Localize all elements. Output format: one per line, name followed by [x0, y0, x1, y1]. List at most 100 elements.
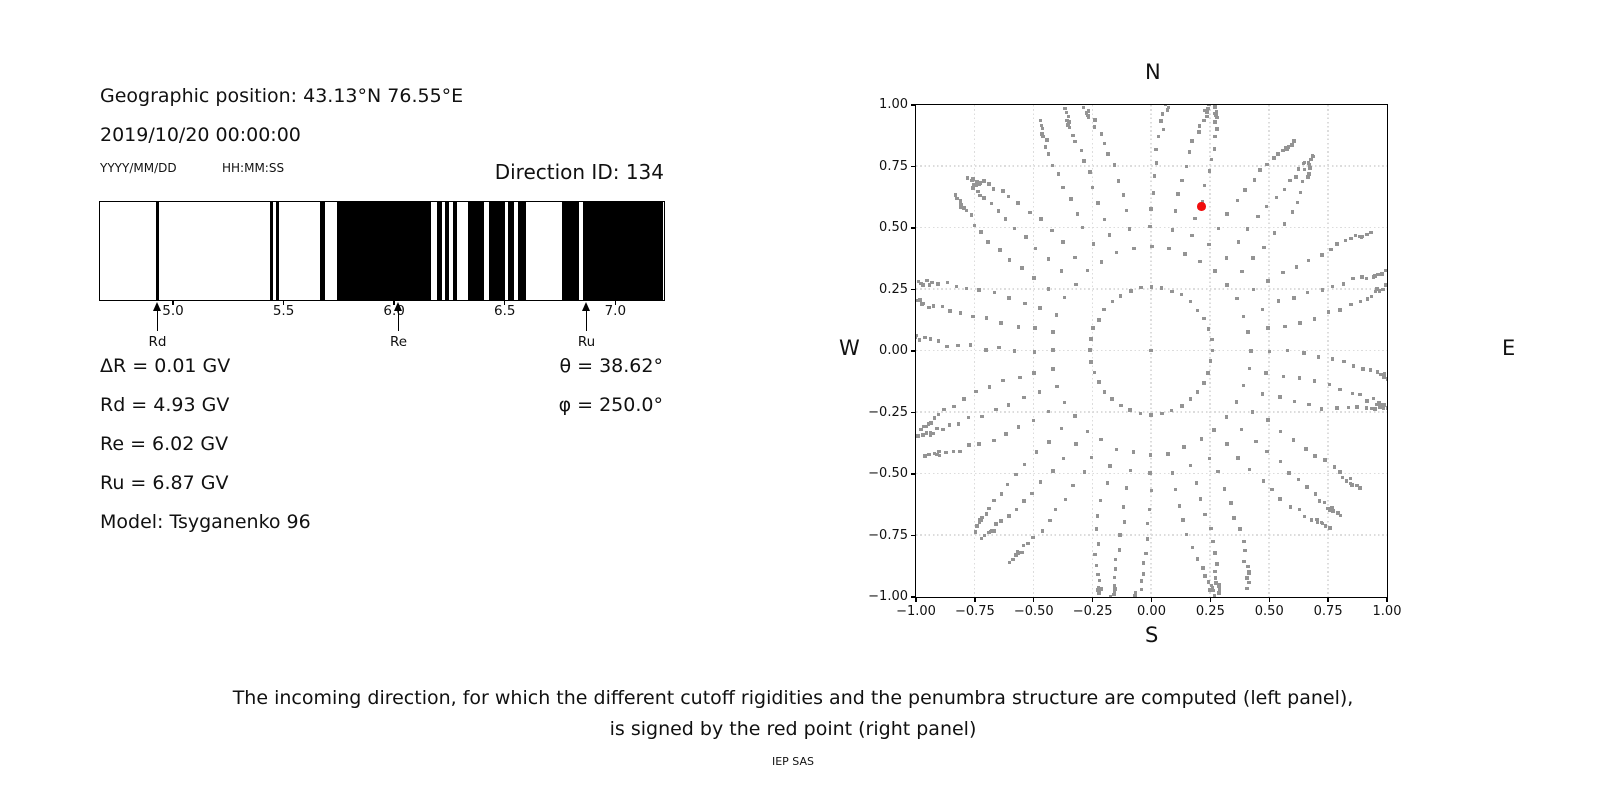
spoke-dot	[1148, 471, 1152, 475]
ring-dot	[1188, 397, 1193, 401]
spoke-tip-dot	[1217, 591, 1221, 595]
spoke-dot	[1251, 256, 1255, 260]
forbidden-band	[561, 201, 580, 300]
spoke-dot	[1069, 197, 1073, 201]
spoke-dot	[937, 453, 942, 458]
spoke-dot	[1121, 505, 1126, 509]
spoke-dot	[924, 424, 928, 429]
spoke-dot	[1112, 592, 1116, 597]
spoke-dot	[1073, 255, 1077, 260]
spoke-tip-dot	[987, 530, 991, 535]
spoke-dot	[1247, 569, 1251, 574]
spoke-tip-dot	[1385, 406, 1387, 410]
spoke-dot	[1320, 253, 1324, 257]
spoke-dot	[1247, 571, 1251, 576]
spoke-dot	[984, 512, 989, 516]
spoke-dot	[1335, 242, 1339, 246]
spoke-dot	[1021, 543, 1026, 548]
spoke-dot	[1154, 161, 1159, 165]
spoke-tip-dot	[1355, 483, 1359, 488]
forbidden-band	[488, 201, 505, 300]
spoke-dot	[1256, 214, 1260, 219]
spoke-dot	[974, 183, 979, 187]
spoke-dot	[1276, 152, 1280, 156]
spoke-dot	[1361, 367, 1365, 371]
spoke-dot	[1327, 508, 1332, 512]
spoke-dot	[1007, 296, 1011, 300]
spoke-dot	[1236, 456, 1240, 460]
forbidden-band	[436, 201, 442, 300]
spoke-dot	[1043, 145, 1048, 149]
spoke-tip-dot	[975, 524, 979, 528]
spoke-dot	[1055, 384, 1059, 389]
spoke-dot	[1001, 378, 1005, 383]
spoke-dot	[1061, 185, 1065, 190]
spoke-dot	[1215, 127, 1219, 131]
spoke-dot	[1234, 400, 1239, 404]
spoke-dot	[1375, 287, 1379, 291]
spoke-dot	[1159, 119, 1163, 123]
spoke-dot	[1229, 501, 1233, 505]
ring-dot	[1102, 390, 1107, 394]
spoke-dot	[999, 519, 1003, 523]
forbidden-band	[269, 201, 273, 300]
spoke-dot	[1016, 201, 1020, 205]
ring-dot	[1129, 289, 1133, 293]
spoke-dot	[1285, 348, 1290, 353]
spoke-dot	[1254, 439, 1258, 444]
spoke-dot	[1195, 557, 1200, 561]
spoke-dot	[1338, 308, 1342, 312]
spoke-tip-dot	[1365, 232, 1369, 237]
spoke-dot	[1306, 258, 1311, 263]
spoke-dot	[1312, 317, 1317, 321]
spoke-dot	[1133, 591, 1138, 595]
spoke-dot	[987, 506, 991, 511]
spoke-dot	[1051, 469, 1055, 473]
spoke-dot	[1014, 472, 1018, 477]
spoke-dot	[987, 182, 991, 186]
spoke-dot	[1346, 405, 1351, 410]
spoke-dot	[1073, 139, 1077, 144]
spoke-dot	[1281, 270, 1285, 275]
spoke-dot	[1065, 118, 1069, 123]
spoke-dot	[1207, 456, 1212, 461]
spoke-dot	[1202, 183, 1207, 188]
spoke-dot	[964, 286, 969, 291]
spoke-dot	[1074, 282, 1078, 287]
ring-dot	[1138, 411, 1143, 416]
spoke-dot	[1093, 118, 1097, 122]
spoke-dot	[1007, 258, 1012, 262]
spoke-tip-dot	[1381, 287, 1385, 292]
spoke-dot	[920, 302, 924, 306]
spoke-dot	[1039, 132, 1044, 136]
spoke-tip-dot	[1360, 234, 1364, 239]
spoke-dot	[1176, 192, 1180, 196]
spoke-dot	[1020, 266, 1024, 270]
spoke-dot	[1315, 520, 1320, 525]
spoke-tip-dot	[979, 536, 984, 541]
spoke-dot	[1375, 402, 1379, 407]
spoke-dot	[1098, 498, 1103, 503]
spoke-dot	[951, 449, 956, 454]
spoke-dot	[1320, 288, 1325, 292]
spoke-dot	[1004, 432, 1008, 436]
spoke-dot	[1203, 108, 1207, 113]
spoke-dot	[937, 449, 941, 454]
spoke-dot	[1373, 289, 1378, 294]
spoke-dot	[1369, 294, 1374, 299]
spoke-dot	[1062, 400, 1067, 405]
spoke-dot	[1102, 141, 1107, 146]
spoke-dot	[1212, 147, 1217, 151]
spoke-dot	[1375, 370, 1380, 374]
spoke-dot	[1296, 477, 1301, 482]
spoke-dot	[925, 278, 929, 283]
spoke-tip-dot	[923, 454, 927, 458]
spoke-dot	[1050, 163, 1055, 168]
ring-dot	[1149, 413, 1153, 417]
spoke-dot	[1088, 170, 1092, 174]
spoke-dot	[1243, 188, 1247, 192]
direction-x-tick-label: 0.50	[1254, 604, 1284, 619]
spoke-dot	[1022, 395, 1026, 400]
spoke-dot	[1053, 507, 1058, 512]
